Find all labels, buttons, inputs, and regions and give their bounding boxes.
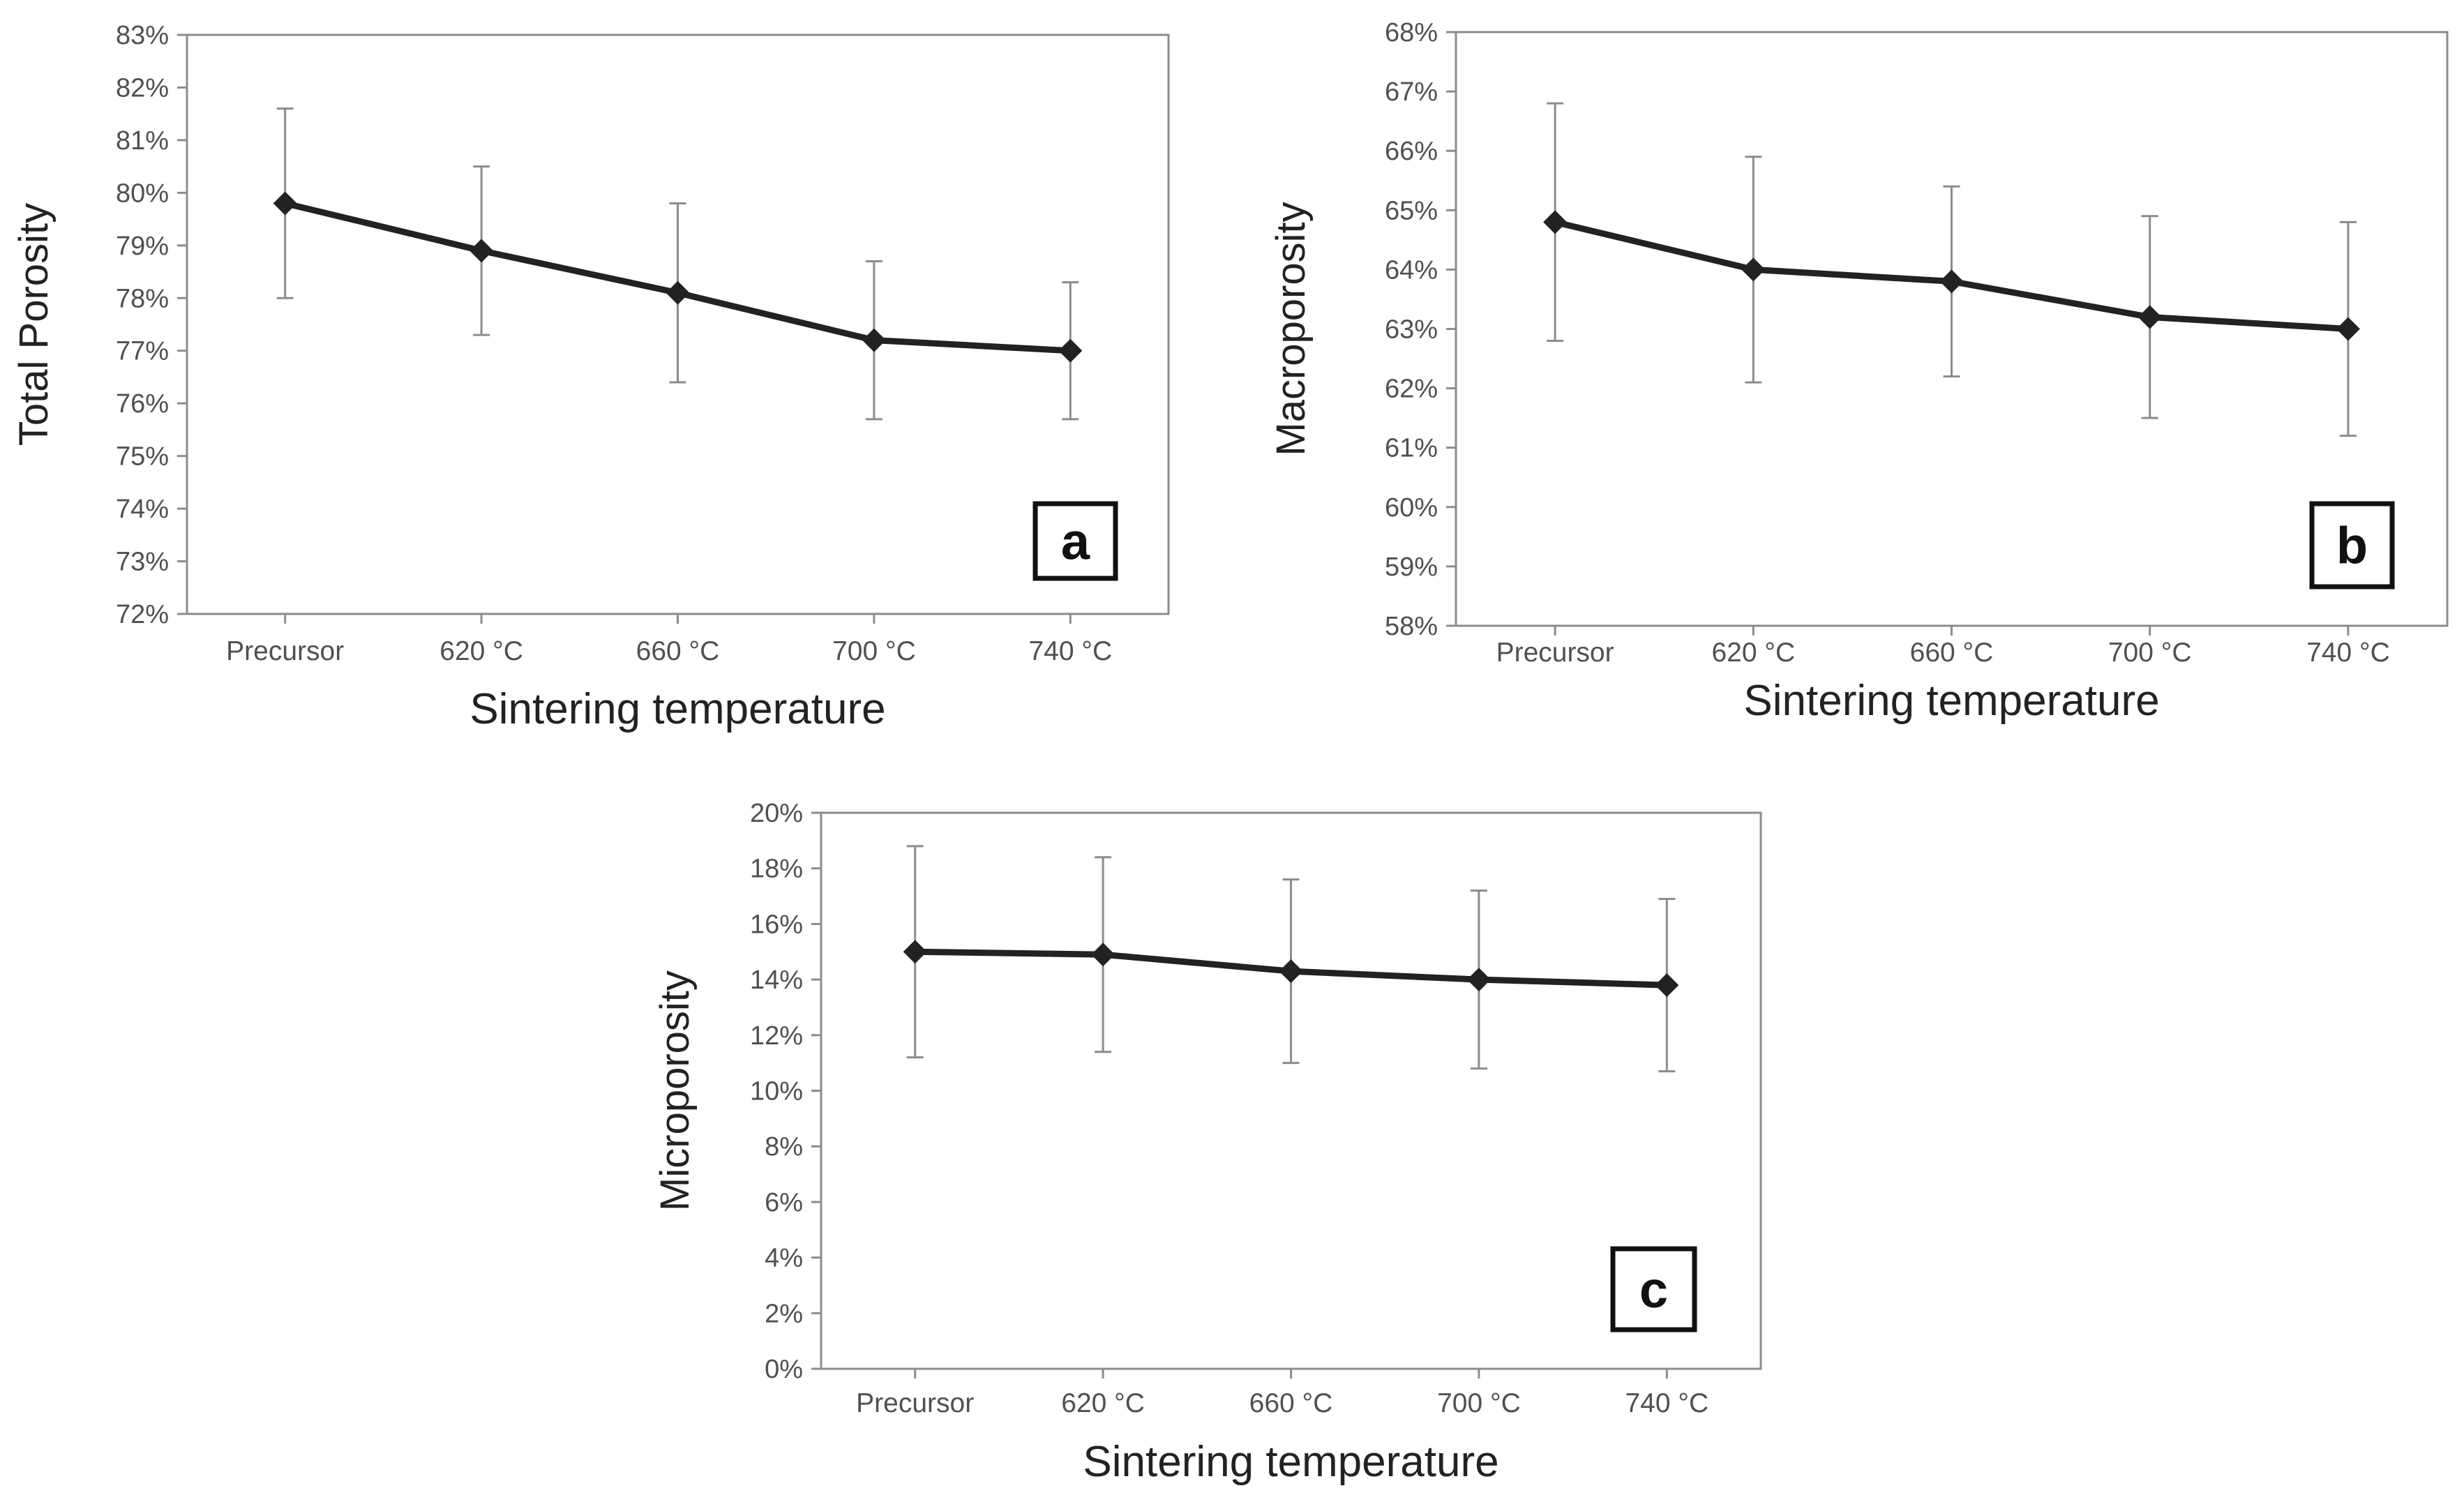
data-point-marker [1543,210,1568,234]
x-category-label: 700 °C [2108,638,2192,668]
y-tick-label: 76% [116,389,169,419]
panel-label-box [1610,1246,1697,1332]
y-tick-label: 75% [116,442,169,472]
data-point-marker [1279,959,1303,984]
y-tick-label: 6% [765,1188,803,1217]
y-tick-label: 78% [116,284,169,313]
y-axis-title: Total Porosity [11,203,57,446]
data-point-marker [469,239,494,263]
y-tick-label: 14% [750,966,803,995]
y-tick-label: 0% [765,1355,803,1384]
x-category-label: 620 °C [440,636,523,666]
x-category-label: 740 °C [2306,638,2390,668]
x-axis-title: Sintering temperature [1743,677,2159,725]
y-tick-label: 68% [1385,18,1438,47]
y-tick-label: 20% [750,799,803,828]
x-category-label: Precursor [226,636,344,666]
data-point-marker [2336,317,2360,341]
x-category-label: 620 °C [1061,1388,1145,1418]
x-category-label: 740 °C [1028,636,1112,666]
data-point-marker [1741,257,1766,282]
panel-label-box [2309,501,2395,590]
data-point-marker [1091,943,1115,967]
x-category-label: 740 °C [1625,1388,1708,1418]
y-tick-label: 74% [116,495,169,524]
y-tick-label: 4% [765,1244,803,1273]
y-tick-label: 66% [1385,137,1438,166]
y-axis-title: Macroporosity [1268,202,1314,456]
y-tick-label: 73% [116,548,169,577]
data-point-marker [1058,338,1083,363]
x-category-label: 660 °C [1249,1388,1333,1418]
y-tick-label: 62% [1385,375,1438,404]
y-tick-label: 64% [1385,255,1438,285]
chart-panel-c: 0% 2% 4% 6% 8% 10% 12% 14% 16% 18% 20% Precursor 620… [652,799,1762,1486]
y-tick-label: 67% [1385,77,1438,107]
y-tick-label: 16% [750,910,803,939]
y-tick-label: 60% [1385,493,1438,523]
y-tick-label: 83% [116,21,169,50]
panel-label: b [2336,517,2368,575]
panel-label: a [1061,513,1090,571]
data-point-marker [1466,968,1491,992]
panel-label-box [1032,501,1118,581]
y-tick-label: 77% [116,337,169,366]
y-tick-label: 63% [1385,315,1438,345]
x-category-label: Precursor [856,1388,974,1418]
x-category-label: 660 °C [1910,638,1994,668]
x-category-label: 620 °C [1711,638,1795,668]
y-tick-label: 59% [1385,553,1438,582]
y-tick-label: 82% [116,73,169,103]
y-axis-title: Microporosity [652,970,698,1211]
data-point-marker [862,328,886,352]
panel-label: c [1639,1261,1668,1319]
y-tick-label: 2% [765,1299,803,1328]
y-tick-label: 80% [116,179,169,208]
x-axis-title: Sintering temperature [1083,1438,1498,1486]
x-category-label: Precursor [1496,638,1614,668]
y-tick-label: 10% [750,1077,803,1106]
x-category-label: 660 °C [636,636,720,666]
y-tick-label: 12% [750,1021,803,1051]
data-point-marker [273,191,297,216]
y-tick-label: 72% [116,600,169,629]
y-tick-label: 81% [116,126,169,156]
x-category-label: 700 °C [1437,1388,1521,1418]
chart-panel-a: 72% 73% 74% 75% 76% 77% 78% 79% 80% 81% 82% 83% Prec… [11,21,1170,733]
y-tick-label: 18% [750,855,803,884]
y-tick-label: 58% [1385,612,1438,641]
y-tick-label: 61% [1385,434,1438,463]
y-tick-label: 79% [116,232,169,261]
data-point-marker [666,280,690,305]
data-point-marker [1655,973,1679,998]
data-point-marker [903,940,927,964]
chart-panel-b: 58% 59% 60% 61% 62% 63% 64% 65% 66% 67% 68% Precurs… [1268,18,2449,725]
x-axis-title: Sintering temperature [469,685,885,733]
y-tick-label: 65% [1385,196,1438,225]
y-tick-label: 8% [765,1132,803,1162]
data-point-marker [1939,269,1964,294]
x-category-label: 700 °C [832,636,916,666]
data-point-marker [2138,305,2162,329]
